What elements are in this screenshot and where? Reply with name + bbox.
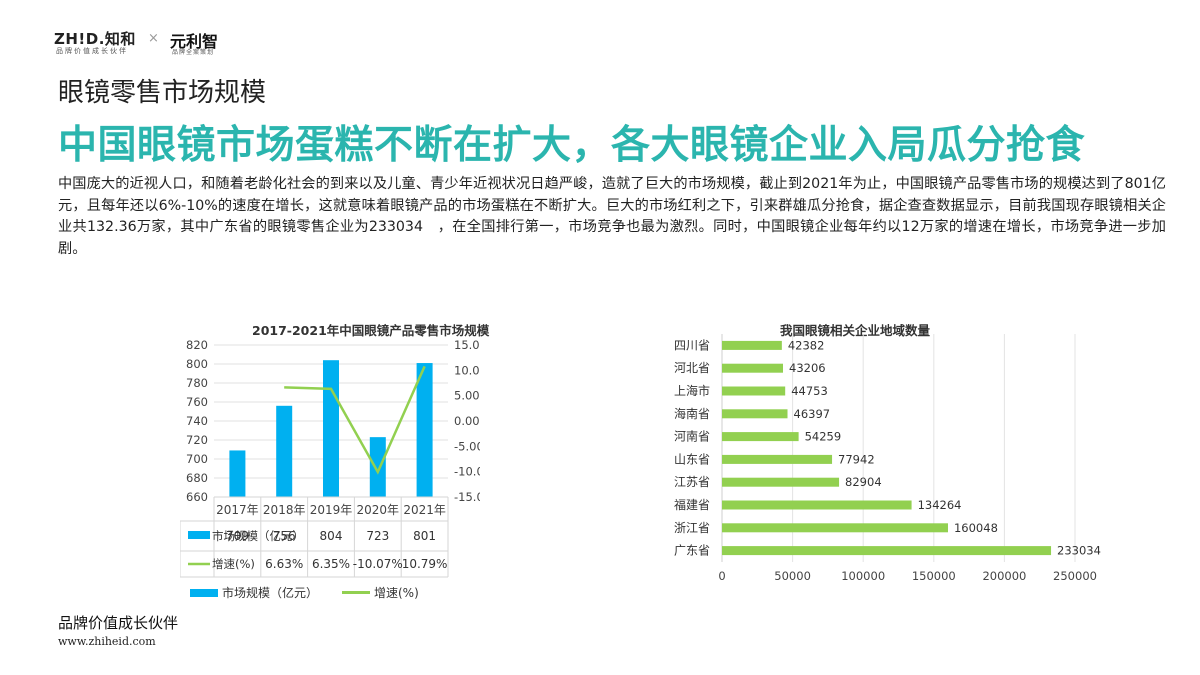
- x-tick-label: 50000: [774, 569, 811, 583]
- bar-data-label: 82904: [845, 475, 882, 489]
- logo-separator: ×: [148, 31, 159, 46]
- growth-data-label: 6.35%: [312, 557, 350, 571]
- bar-上海市: [722, 386, 786, 396]
- x-tick-label: 2017年: [216, 503, 259, 517]
- y2-tick-label: 5.00%: [454, 389, 480, 403]
- y2-tick-label: -5.00%: [454, 439, 480, 453]
- bar-data-label: 134264: [918, 498, 962, 512]
- y-tick-label: 660: [186, 490, 208, 504]
- y-tick-label: 700: [186, 452, 208, 466]
- y-tick-label: 740: [186, 414, 208, 428]
- y-tick-label: 820: [186, 338, 208, 352]
- table-swatch-bar: [188, 531, 210, 539]
- brand-logo: ZH!D.知和 品牌价值成长伙伴 × 元利智 品牌全案策划: [54, 28, 254, 56]
- x-tick-label: 100000: [841, 569, 885, 583]
- y-tick-label: 720: [186, 433, 208, 447]
- body-paragraph: 中国庞大的近视人口，和随着老龄化社会的到来以及儿童、青少年近视状况日趋严峻，造就…: [58, 176, 1166, 257]
- bar-2019年: [323, 360, 339, 497]
- bar-data-label: 801: [413, 529, 436, 543]
- bar-2017年: [229, 450, 246, 497]
- legend-item-market-size: 市场规模（亿元）: [190, 584, 318, 601]
- bar-data-label: 43206: [789, 361, 826, 375]
- growth-data-label: 10.79%: [402, 557, 448, 571]
- category-label: 山东省: [674, 452, 710, 466]
- bar-data-label: 160048: [954, 521, 998, 535]
- bar-data-label: 804: [320, 529, 343, 543]
- category-label: 福建省: [674, 497, 710, 512]
- y-tick-label: 780: [186, 376, 208, 390]
- x-tick-label: 2020年: [357, 503, 400, 517]
- category-label: 四川省: [674, 338, 710, 352]
- x-tick-label: 2019年: [310, 503, 353, 517]
- growth-data-label: 6.63%: [265, 557, 303, 571]
- bar-data-label: 77942: [838, 452, 875, 466]
- legend-label-growth: 增速(%): [374, 586, 419, 600]
- regional-companies-chart: 0 50000 100000 150000 200000 250000 四川省 42382 河北…: [674, 334, 1101, 583]
- bar-河北省: [722, 363, 784, 373]
- y-tick-label: 680: [186, 471, 208, 485]
- y2-tick-label: -15.00%: [454, 490, 480, 504]
- y2-tick-label: 10.00%: [454, 363, 480, 377]
- x-tick-label: 2021年: [403, 503, 446, 517]
- bar-江苏省: [722, 477, 840, 487]
- category-label: 浙江省: [674, 521, 710, 535]
- table-series-name: 市场规模（亿元）: [212, 529, 304, 543]
- bar-2018年: [276, 405, 293, 497]
- bar-广东省: [722, 546, 1052, 556]
- legend-label-market-size: 市场规模（亿元）: [222, 586, 319, 600]
- bar-data-label: 54259: [805, 430, 842, 444]
- bar-福建省: [722, 500, 912, 510]
- bar-data-label: 723: [366, 529, 389, 543]
- bar-浙江省: [722, 523, 948, 533]
- bar-四川省: [722, 340, 782, 350]
- bar-2020年: [369, 437, 386, 497]
- category-label: 广东省: [674, 544, 710, 558]
- zhid-logo-subtitle: 品牌价值成长伙伴: [56, 47, 128, 55]
- left-chart-title: 2017-2021年中国眼镜产品零售市场规模: [252, 323, 490, 338]
- category-label: 上海市: [674, 383, 710, 398]
- right-chart-title: 我国眼镜相关企业地域数量: [780, 323, 931, 338]
- y2-tick-label: 15.00%: [454, 338, 480, 352]
- bar-海南省: [722, 409, 788, 419]
- table-series-name: 增速(%): [212, 557, 255, 571]
- bar-山东省: [722, 454, 833, 464]
- bar-河南省: [722, 432, 799, 442]
- footer-tagline: 品牌价值成长伙伴: [58, 614, 179, 632]
- headline: 中国眼镜市场蛋糕不断在扩大，各大眼镜企业入局瓜分抢食: [58, 123, 1086, 168]
- category-label: 江苏省: [674, 475, 710, 489]
- y2-tick-label: 0.00%: [454, 414, 480, 428]
- zhid-logo-text: ZH!D.知和: [54, 30, 136, 48]
- growth-rate-line: [284, 365, 426, 475]
- category-label: 河北省: [674, 361, 710, 375]
- partner-logo-text: 元利智: [170, 32, 219, 51]
- x-tick-label: 0: [718, 569, 725, 583]
- bar-data-label: 756: [273, 529, 296, 543]
- bar-data-label: 233034: [1057, 544, 1101, 558]
- y-tick-label: 760: [186, 395, 208, 409]
- bar-data-label: 44753: [791, 384, 828, 398]
- category-label: 海南省: [674, 406, 710, 421]
- bar-data-label: 709: [226, 529, 249, 543]
- bar-2021年: [416, 363, 433, 497]
- partner-logo-subtitle: 品牌全案策划: [172, 49, 215, 56]
- y2-tick-label: -10.00%: [454, 465, 480, 479]
- x-tick-label: 200000: [982, 569, 1026, 583]
- legend-item-growth: 增速(%): [342, 584, 419, 601]
- category-label: 河南省: [674, 429, 710, 444]
- left-chart-legend: 市场规模（亿元） 增速(%): [190, 584, 480, 604]
- section-title: 眼镜零售市场规模: [58, 78, 267, 108]
- x-tick-label: 250000: [1053, 569, 1097, 583]
- footer-url[interactable]: www.zhiheid.com: [58, 635, 156, 648]
- legend-swatch-bar: [190, 588, 218, 597]
- y-tick-label: 800: [186, 357, 208, 371]
- market-size-chart: 660 680 700 720 740 760 780 800 820 -15.00% -10.00…: [180, 338, 480, 578]
- bar-data-label: 46397: [794, 407, 831, 421]
- legend-swatch-line: [342, 591, 370, 594]
- bar-data-label: 42382: [788, 338, 825, 352]
- x-tick-label: 2018年: [263, 503, 306, 517]
- growth-data-label: -10.07%: [353, 557, 403, 571]
- x-tick-label: 150000: [912, 569, 956, 583]
